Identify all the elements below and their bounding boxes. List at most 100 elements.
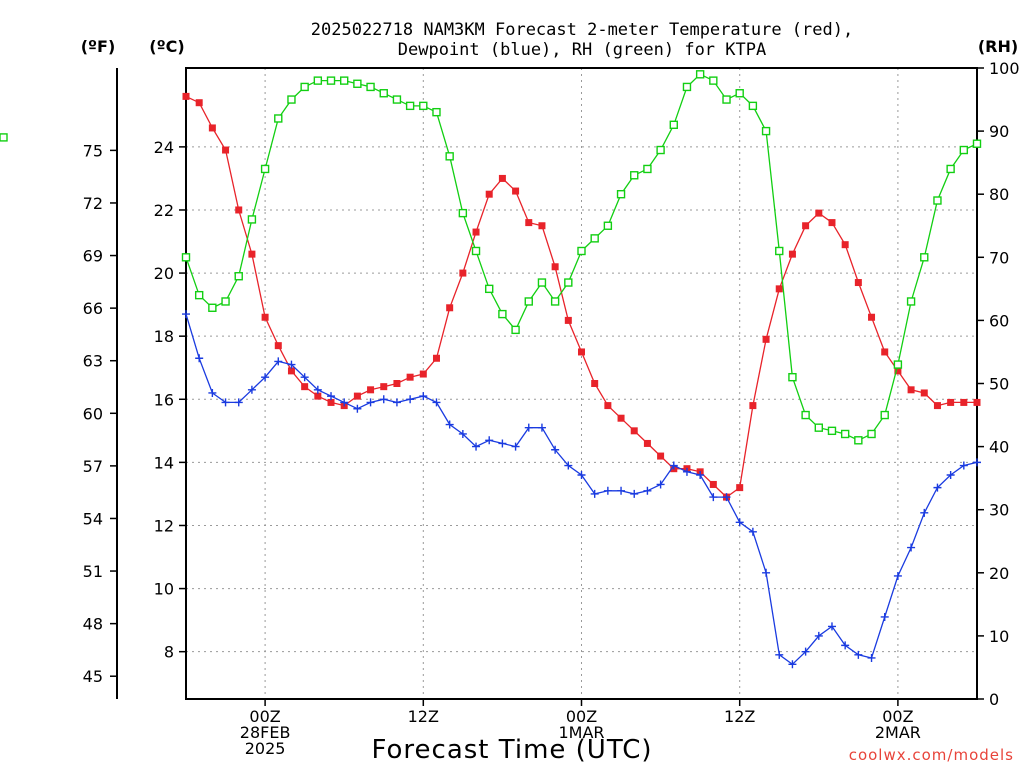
rh-point	[511, 325, 520, 335]
rh-point	[893, 360, 903, 369]
rh-point	[959, 145, 969, 155]
rh-point	[0, 133, 8, 142]
dewpoint-point	[775, 650, 784, 659]
dewpoint-point	[735, 518, 744, 527]
rh-point	[590, 234, 599, 243]
rh-point	[682, 82, 692, 92]
temperature-point	[564, 316, 572, 324]
dewpoint-point	[261, 373, 270, 382]
x-tick-label: 00Z	[882, 707, 913, 726]
temperature-point	[222, 146, 230, 154]
data-series	[0, 70, 982, 669]
dewpoint-point	[590, 489, 599, 498]
temperature-point	[432, 354, 440, 362]
dewpoint-point	[551, 445, 560, 454]
fahrenheit-tick-label: 54	[83, 509, 103, 528]
rh-point	[537, 278, 547, 287]
rh-point	[814, 423, 823, 432]
temperature-point	[248, 250, 256, 258]
dewpoint-point	[722, 493, 731, 502]
dewpoint-point	[472, 442, 481, 451]
rh-point	[458, 208, 468, 218]
temperature-point	[498, 174, 506, 182]
celsius-tick-label: 14	[154, 453, 174, 472]
dewpoint-point	[959, 461, 968, 470]
dewpoint-point	[748, 527, 757, 536]
temperature-point	[459, 269, 467, 277]
dewpoint-point	[208, 388, 217, 397]
temperature-point	[446, 304, 454, 312]
dewpoint-point	[313, 385, 322, 394]
rh-point	[379, 89, 388, 98]
rh-point	[313, 76, 323, 85]
temperature-point	[775, 285, 783, 293]
dewpoint-point	[827, 622, 836, 631]
rh-tick-label: 50	[989, 375, 1009, 394]
temperature-point	[367, 386, 375, 394]
dewpoint-point	[630, 489, 639, 498]
temperature-point	[301, 383, 309, 391]
dewpoint-point	[577, 470, 586, 479]
rh-point	[748, 101, 758, 111]
credit-text: coolwx.com/models	[849, 746, 1014, 764]
rh-point	[432, 107, 441, 117]
temperature-point	[182, 92, 190, 100]
fahrenheit-tick-label: 66	[83, 299, 103, 318]
dewpoint-point	[643, 486, 652, 495]
dewpoint-point	[458, 429, 467, 438]
dewpoint-point	[656, 480, 665, 489]
rh-series	[0, 70, 982, 445]
celsius-tick-label: 8	[164, 643, 174, 662]
rh-tick-label: 20	[989, 564, 1009, 583]
dewpoint-point	[511, 442, 520, 451]
rh-point	[735, 89, 744, 98]
temperature-point	[630, 427, 638, 435]
temperature-point	[802, 222, 810, 230]
temperature-point	[841, 241, 849, 249]
fahrenheit-axis-unit: (ºF)	[81, 37, 116, 56]
dewpoint-point	[867, 653, 876, 662]
rh-tick-label: 10	[989, 627, 1009, 646]
dewpoint-point	[182, 310, 190, 319]
dewpoint-point	[274, 357, 283, 366]
temperature-point	[393, 380, 401, 387]
rh-point	[247, 215, 257, 224]
rh-point	[181, 253, 191, 262]
rh-point	[353, 79, 362, 88]
dewpoint-point	[327, 392, 336, 401]
temperature-point	[274, 342, 282, 350]
rh-point	[761, 126, 771, 136]
dewpoint-point	[907, 543, 916, 552]
fahrenheit-tick-label: 60	[83, 404, 103, 423]
temperature-point	[525, 219, 533, 227]
rh-point	[485, 284, 494, 294]
tick-labels: 8 10 12 14 16 18 20 22 24 45 48 51 54 57 60 63 66 69 72 75 0…	[83, 59, 1020, 758]
rh-point	[524, 297, 533, 306]
chart-title-line-2: Dewpoint (blue), RH (green) for KTPA	[398, 40, 766, 60]
fahrenheit-tick-label: 51	[83, 562, 103, 581]
fahrenheit-tick-label: 72	[83, 194, 103, 213]
dewpoint-point	[933, 483, 942, 492]
rh-tick-label: 80	[989, 185, 1009, 204]
x-tick-label: 00Z	[249, 707, 280, 726]
temperature-point	[327, 398, 335, 406]
celsius-tick-label: 16	[154, 390, 174, 409]
dewpoint-point	[893, 571, 902, 580]
fahrenheit-tick-label: 45	[83, 667, 103, 686]
x-tick-label: 00Z	[566, 707, 597, 726]
dewpoint-point	[696, 470, 705, 479]
dewpoint-point	[432, 398, 441, 407]
temperature-point	[195, 99, 203, 107]
dewpoint-point	[498, 439, 507, 448]
temperature-point	[947, 398, 955, 406]
rh-point	[208, 303, 217, 312]
dewpoint-point	[973, 458, 981, 467]
dewpoint-point	[537, 423, 546, 432]
rh-point	[445, 152, 454, 161]
x-tick-label: 2025	[245, 739, 286, 758]
celsius-tick-label: 24	[154, 138, 174, 157]
dewpoint-point	[445, 420, 454, 429]
celsius-tick-label: 18	[154, 327, 174, 346]
dewpoint-point	[353, 404, 362, 413]
